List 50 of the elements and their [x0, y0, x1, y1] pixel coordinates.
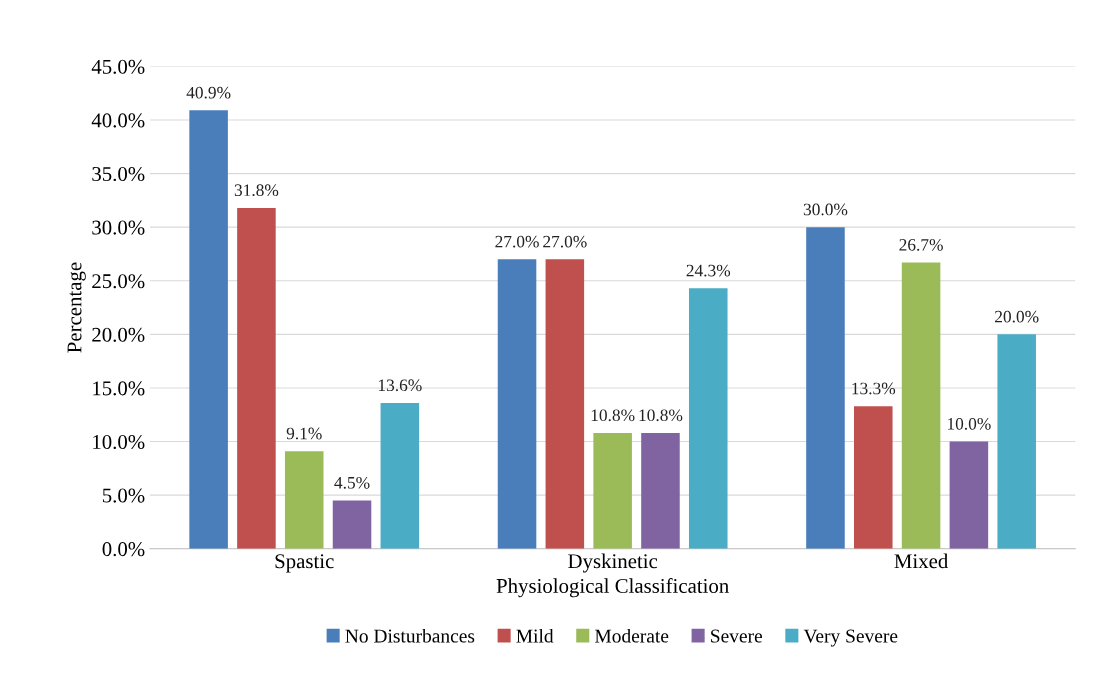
legend-label: Severe [711, 629, 763, 643]
bar [237, 207, 276, 549]
bar [284, 451, 324, 549]
legend-label: Very Severe [803, 629, 898, 647]
legend-label: Mild [516, 628, 554, 643]
bar [949, 441, 989, 549]
x-axis-title: Physiological Classification [496, 578, 729, 598]
x-tick-label: Spastic [275, 554, 334, 573]
bar [901, 262, 941, 549]
data-label: 31.8% [234, 184, 279, 197]
data-label: 13.3% [852, 382, 896, 395]
y-tick-label: 5.0% [102, 488, 145, 503]
x-tick-label: Mixed [894, 553, 949, 569]
bar [497, 259, 537, 549]
bar [688, 288, 728, 549]
y-tick-label: 20.0% [92, 327, 145, 342]
data-label: 10.0% [947, 417, 991, 430]
data-label: 4.5% [334, 476, 370, 489]
legend-label: No Disturbances [345, 628, 475, 643]
bar [189, 110, 228, 549]
bar [593, 432, 632, 549]
data-label: 24.3% [686, 264, 731, 277]
y-tick-label: 40.0% [91, 113, 145, 128]
data-label: 30.0% [803, 203, 848, 216]
bar [854, 406, 893, 549]
y-tick-label: 45.0% [91, 59, 145, 74]
data-label: 26.7% [899, 238, 943, 251]
y-tick-label: 0.0% [102, 542, 145, 557]
x-tick-label: Dyskinetic [568, 553, 658, 573]
data-label: 10.8% [639, 409, 683, 422]
bar [545, 259, 585, 549]
data-label: 27.0% [495, 235, 539, 248]
y-tick-label: 15.0% [93, 381, 145, 396]
bar [997, 334, 1036, 549]
data-label: 13.6% [378, 379, 422, 392]
legend-label: Moderate [595, 628, 669, 643]
bar [380, 402, 420, 549]
bar [332, 500, 372, 549]
bar [641, 432, 680, 549]
data-label: 10.8% [591, 409, 635, 422]
data-label: 9.1% [286, 427, 322, 440]
y-tick-label: 10.0% [93, 434, 145, 450]
data-label: 40.9% [186, 86, 231, 99]
data-label: 20.0% [995, 310, 1039, 323]
y-tick-label: 35.0% [92, 166, 145, 182]
y-axis-title: Percentage [67, 262, 86, 353]
y-tick-label: 30.0% [92, 220, 145, 235]
y-tick-label: 25.0% [92, 274, 145, 289]
data-label: 27.0% [543, 235, 587, 248]
bar [806, 227, 845, 549]
